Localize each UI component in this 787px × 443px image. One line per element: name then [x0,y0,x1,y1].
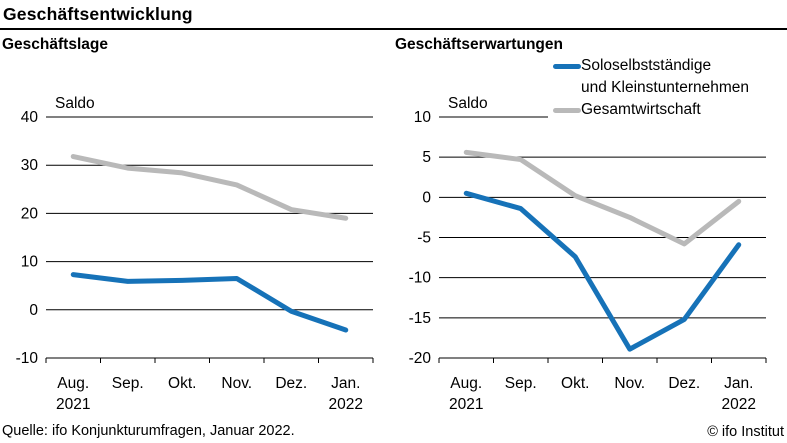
y-tick-label: -10 [16,350,39,367]
y-tick-label: 40 [21,109,39,126]
title-divider [0,28,787,30]
y-tick-label: 0 [422,189,431,206]
x-tick-label: Jan. [724,375,753,392]
y-tick-label: -15 [409,310,431,327]
legend-swatch-gray-icon [553,107,581,113]
x-tick-label: Aug. [450,375,482,392]
legend-label: Soloselbstständige [581,57,712,74]
source-note: Quelle: ifo Konjunkturumfragen, Januar 2… [2,423,295,439]
axis-unit-label: Saldo [448,95,488,112]
axis-unit-label: Saldo [55,95,95,112]
x-tick-label: Dez. [668,375,700,392]
x-tick-label: Jan. [331,375,360,392]
copyright-note: © ifo Institut [707,424,784,440]
y-tick-label: -5 [417,230,431,247]
y-tick-label: 30 [21,157,39,174]
geschaeftserwartungen-canvas: 10 5 0 -5 -10 -15 -20 Saldo Aug. Sep. Okt. Nov. Dez.… [409,95,767,413]
geschaeftslage-canvas: 40 30 20 10 0 -10 Saldo Aug. Sep. Okt. Nov. Dez. Jan… [16,95,374,413]
y-tick-label: -10 [409,270,432,287]
y-tick-label: 0 [29,302,38,319]
legend-item-gesamtwirtschaft: Gesamtwirtschaft [553,99,749,121]
series-soloselbststaendige [463,190,742,352]
page-title: Geschäftsentwicklung [3,4,193,24]
y-tick-label: 10 [21,254,39,271]
x-year-label: 2021 [56,396,90,413]
y-tick-label: -20 [409,350,432,367]
legend-item-soloselbststaendige-line2: und Kleinstunternehmen [553,77,749,99]
x-tick-label: Okt. [168,375,196,392]
chart-title-geschaeftserwartungen: Geschäftserwartungen [395,36,563,53]
x-tick-label: Nov. [221,375,252,392]
legend-label: und Kleinstunternehmen [581,79,750,96]
x-year-label: 2022 [722,396,756,413]
x-tick-label: Aug. [57,375,89,392]
series-soloselbststaendige [70,272,349,333]
x-tick-label: Sep. [112,375,144,392]
x-tick-label: Sep. [505,375,537,392]
geschaeftserwartungen-chart: 10 5 0 -5 -10 -15 -20 Saldo Aug. Sep. Okt. Nov. Dez.… [393,80,785,416]
x-year-label: 2022 [329,396,363,413]
geschaeftslage-chart: 40 30 20 10 0 -10 Saldo Aug. Sep. Okt. Nov. Dez. Jan… [0,80,392,416]
x-tick-label: Dez. [275,375,307,392]
legend-item-soloselbststaendige: Soloselbstständige [553,55,749,77]
x-tick-label: Nov. [614,375,645,392]
chart-title-geschaeftslage: Geschäftslage [2,36,108,53]
series-gesamtwirtschaft [463,149,742,247]
legend-label: Gesamtwirtschaft [581,101,701,118]
x-year-label: 2021 [449,396,483,413]
y-tick-label: 5 [422,149,431,166]
y-tick-label: 20 [21,205,39,222]
y-tick-label: 10 [414,109,432,126]
legend: Soloselbstständige und Kleinstunternehme… [553,55,749,121]
legend-swatch-blue-icon [553,63,581,69]
x-tick-label: Okt. [561,375,589,392]
series-gesamtwirtschaft [70,154,349,221]
